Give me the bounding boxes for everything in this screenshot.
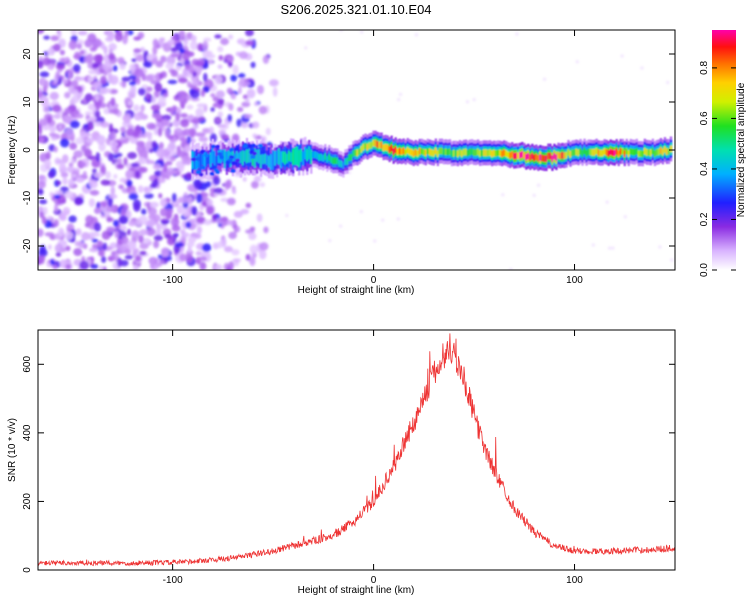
y-tick-label: 0 xyxy=(22,567,33,573)
y-tick-label: -20 xyxy=(22,238,33,253)
x-tick-label: -100 xyxy=(163,275,183,286)
heatmap-ridge xyxy=(191,130,673,181)
heatmap-xlabel: Height of straight line (km) xyxy=(298,285,415,296)
colorbar-tick-label: 0.6 xyxy=(699,111,710,125)
snr-xlabel: Height of straight line (km) xyxy=(298,585,415,596)
colorbar-tick-label: 0.4 xyxy=(699,162,710,176)
snr-panel: -100 0 100 0 200 400 600 Height of straight li… xyxy=(7,329,676,596)
colorbar-tick-label: 0.2 xyxy=(699,212,710,226)
chart-title: S206.2025.321.01.10.E04 xyxy=(280,2,431,17)
snr-frame xyxy=(37,329,676,571)
x-tick-label: 0 xyxy=(371,575,377,586)
x-tick-label: 0 xyxy=(371,275,377,286)
heatmap-ylabel: Frequency (Hz) xyxy=(7,116,18,185)
colorbar-tick-label: 0.8 xyxy=(699,61,710,75)
x-tick-label: -100 xyxy=(163,575,183,586)
colorbar-gradient xyxy=(712,30,736,270)
snr-ticks: -100 0 100 0 200 400 600 xyxy=(22,330,675,586)
y-tick-label: 0 xyxy=(22,147,33,153)
y-tick-label: 10 xyxy=(22,96,33,108)
heatmap-noise-region xyxy=(38,30,674,270)
y-tick-label: 20 xyxy=(22,48,33,60)
y-tick-label: 200 xyxy=(22,493,33,510)
y-tick-label: 600 xyxy=(22,356,33,373)
colorbar-label: Normalized spectral amplitude xyxy=(736,82,747,217)
colorbar-tick-label: 0.0 xyxy=(699,263,710,277)
snr-series-line xyxy=(38,333,675,567)
colorbar: 0.0 0.2 0.4 0.6 0.8 Normalized spectral ampl… xyxy=(699,30,747,277)
y-tick-label: -10 xyxy=(22,190,33,205)
colorbar-ticks: 0.0 0.2 0.4 0.6 0.8 xyxy=(699,61,736,277)
x-tick-label: 100 xyxy=(566,575,583,586)
y-tick-label: 400 xyxy=(22,424,33,441)
x-tick-label: 100 xyxy=(566,275,583,286)
snr-ylabel: SNR (10 * v/v) xyxy=(7,418,18,482)
